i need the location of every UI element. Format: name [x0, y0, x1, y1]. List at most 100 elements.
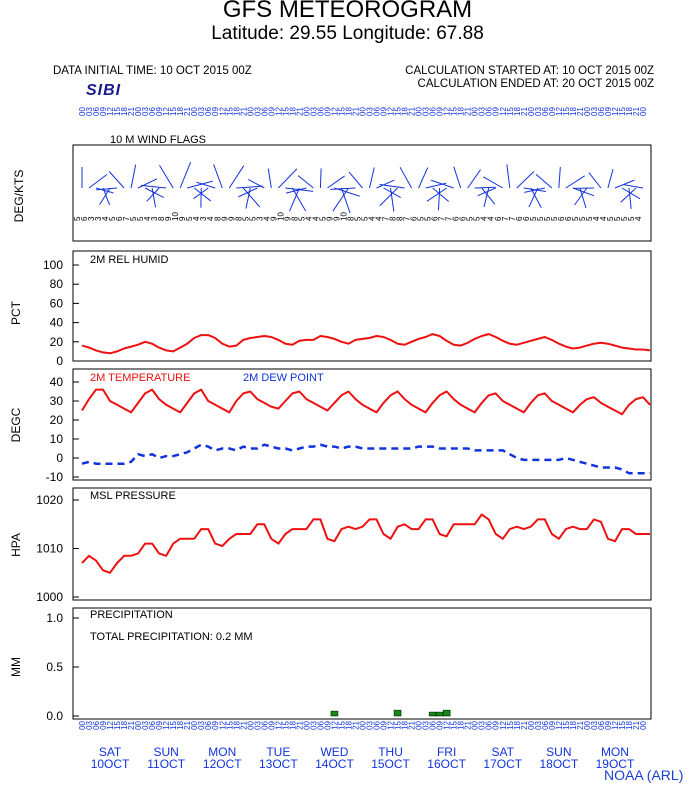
wind-flag: [432, 187, 450, 202]
precip-bar: [428, 711, 437, 717]
precip-hour-label: 12: [274, 720, 283, 729]
wind-hour-label: 18: [513, 107, 522, 116]
wind-hour-label: 21: [408, 107, 417, 116]
wind-hour-label: 00: [78, 107, 87, 116]
pressure-panel-title: MSL PRESSURE: [90, 490, 176, 502]
wind-hour-label: 03: [253, 107, 262, 116]
precip-hour-label: 12: [218, 720, 227, 729]
wind-speed-label: 9: [332, 216, 341, 221]
day-name-label: MON: [208, 745, 236, 759]
wind-flag: [418, 167, 429, 189]
wind-speed-label: 5: [613, 216, 622, 221]
wind-hour-label: 18: [176, 107, 185, 116]
wind-hour-label: 06: [485, 107, 494, 116]
wind-speed-label: 5: [585, 216, 594, 221]
pressure-ylabel: HPA: [9, 533, 23, 557]
pressure-tick-label: 1000: [36, 590, 63, 604]
wind-speed-label: 4: [101, 216, 110, 221]
wind-speed-label: 3: [87, 216, 96, 221]
precip-hour-label: 21: [127, 720, 136, 729]
wind-flag: [524, 187, 545, 193]
wind-speed-label: 5: [627, 216, 636, 221]
wind-hour-label: 12: [387, 107, 396, 116]
wind-flag: [516, 171, 535, 189]
precip-hour-label: 00: [639, 720, 648, 729]
day-date-label: 13OCT: [259, 757, 298, 771]
precip-hour-label: 00: [527, 720, 536, 729]
wind-hour-label: 00: [134, 107, 143, 116]
wind-hour-label: 21: [127, 107, 136, 116]
wind-hour-label: 09: [436, 107, 445, 116]
day-name-label: SUN: [546, 745, 571, 759]
precip-hour-label: 15: [169, 720, 178, 729]
day-name-label: THU: [378, 745, 403, 759]
rh-ylabel: PCT: [9, 300, 23, 325]
precip-panel-frame: [72, 607, 652, 720]
wind-flag: [572, 187, 595, 197]
wind-hour-label: 03: [590, 107, 599, 116]
wind-hour-label: 09: [492, 107, 501, 116]
precip-hour-label: 06: [148, 720, 157, 729]
wind-hour-label: 03: [478, 107, 487, 116]
precip-hour-label: 03: [478, 720, 487, 729]
wind-hour-label: 06: [316, 107, 325, 116]
day-name-label: WED: [320, 745, 348, 759]
wind-flag: [285, 187, 307, 194]
wind-speed-label: 5: [529, 216, 538, 221]
wind-hour-label: 12: [106, 107, 115, 116]
precip-hour-label: 00: [471, 720, 480, 729]
wind-speed-label: 5: [361, 216, 370, 221]
wind-flag: [348, 171, 363, 189]
wind-flag: [141, 184, 167, 189]
wind-hour-label: 18: [120, 107, 129, 116]
precip-hour-label: 21: [632, 720, 641, 729]
wind-flag: [193, 187, 209, 200]
precip-hour-label: 06: [485, 720, 494, 729]
wind-hour-label: 21: [239, 107, 248, 116]
wind-flag: [297, 175, 314, 189]
wind-flag: [379, 183, 405, 189]
wind-speed-label: 9: [227, 216, 236, 221]
wind-speed-label: 8: [346, 216, 355, 221]
precip-hour-label: 09: [548, 720, 557, 729]
precip-hour-label: 09: [155, 720, 164, 729]
wind-flag: [137, 178, 158, 189]
wind-hour-label: 15: [618, 107, 627, 116]
noaa-credit: NOAA (ARL): [604, 767, 684, 783]
precip-hour-label: 15: [506, 720, 515, 729]
dewpoint-legend: 2M DEW POINT: [243, 372, 324, 384]
precip-hour-label: 21: [464, 720, 473, 729]
rh-line: [81, 333, 651, 355]
pressure-tick-label: 1020: [36, 493, 63, 507]
wind-hour-label: 18: [625, 107, 634, 116]
precip-hour-label: 18: [401, 720, 410, 729]
wind-hour-label: 09: [211, 107, 220, 116]
wind-hour-label: 12: [218, 107, 227, 116]
wind-flag: [88, 174, 108, 189]
wind-ylabel: DEG/KTS: [12, 170, 26, 223]
wind-speed-label: 9: [220, 216, 229, 221]
page-title: GFS METEOROGRAM: [222, 0, 473, 23]
wind-speed-label: 7: [382, 216, 391, 221]
precip-hour-label: 09: [380, 720, 389, 729]
wind-speed-label: 5: [417, 216, 426, 221]
precip-hour-label: 12: [499, 720, 508, 729]
wind-hour-label: 18: [569, 107, 578, 116]
precip-hour-label: 09: [211, 720, 220, 729]
wind-speed-label: 8: [290, 216, 299, 221]
precip-tick-label: 0.5: [46, 660, 63, 674]
precip-hour-label: 12: [555, 720, 564, 729]
wind-hour-label: 09: [99, 107, 108, 116]
wind-speed-label: 5: [318, 216, 327, 221]
wind-speed-label: 3: [94, 216, 103, 221]
precip-hour-label: 21: [520, 720, 529, 729]
wind-flag: [130, 164, 137, 189]
precip-hour-label: 03: [422, 720, 431, 729]
wind-flag: [228, 165, 245, 189]
day-name-label: MON: [601, 745, 629, 759]
precip-hour-label: 03: [85, 720, 94, 729]
wind-flag: [483, 176, 504, 189]
wind-hour-label: 06: [148, 107, 157, 116]
wind-speed-label: 5: [248, 216, 257, 221]
precip-hour-label: 00: [134, 720, 143, 729]
